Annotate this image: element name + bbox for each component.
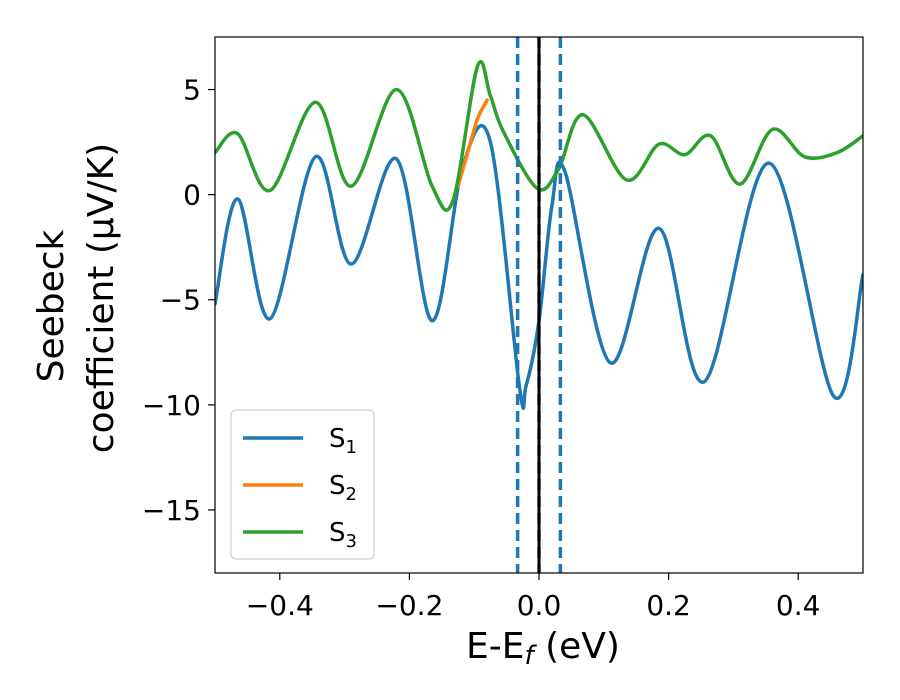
x-axis-label-units: (eV)	[545, 626, 620, 667]
x-tick-label: −0.2	[375, 589, 443, 622]
y-tick-label: 5	[183, 74, 201, 107]
x-tick-label: 0.2	[646, 589, 691, 622]
y-tick-label: 0	[183, 179, 201, 212]
series-line-s2	[456, 98, 489, 188]
x-axis-ticks: −0.4 −0.2 0.0 0.2 0.4	[246, 573, 821, 622]
legend-label-s3: S3	[329, 518, 357, 552]
legend-label-s2: S2	[329, 471, 357, 505]
y-axis-label-line2: coefficient (μV/K)	[81, 143, 122, 453]
x-tick-label: 0.4	[776, 589, 821, 622]
x-axis-label: E-Ef (eV)	[466, 626, 620, 671]
y-axis-label: Seebeck coefficient (μV/K)	[31, 143, 122, 453]
fermi-level-lines	[515, 37, 563, 573]
y-axis-ticks: 5 0 −5 −10 −15	[142, 74, 215, 527]
y-tick-label: −15	[142, 494, 201, 527]
series-line-s3	[215, 60, 863, 212]
x-tick-label: 0.0	[517, 589, 562, 622]
y-axis-label-line1: Seebeck	[31, 229, 72, 382]
series-layer	[215, 60, 863, 410]
y-tick-label: −5	[160, 284, 201, 317]
legend: S1 S2 S3	[230, 409, 375, 560]
x-axis-label-unit	[534, 626, 545, 667]
legend-label-s1: S1	[329, 424, 357, 458]
series-line-s1	[215, 124, 863, 410]
y-tick-label: −10	[142, 389, 201, 422]
x-tick-label: −0.4	[246, 589, 314, 622]
x-axis-label-main: E-E	[466, 626, 524, 667]
